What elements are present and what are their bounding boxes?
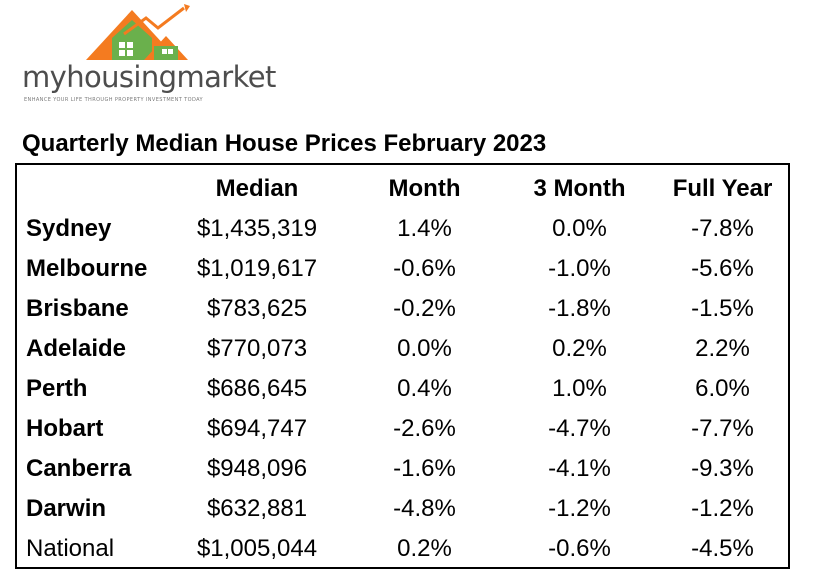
full-year-change: -4.5% (691, 535, 754, 562)
full-year-change: 2.2% (695, 335, 750, 362)
month-change: -4.8% (393, 495, 456, 522)
brand-logo: myhousingmarket ENHANCE YOUR LIFE THROUG… (22, 4, 276, 104)
table-row: Hobart $694,747 -2.6% -4.7% -7.7% (17, 409, 788, 449)
month-change: -1.6% (393, 455, 456, 482)
city-name: National (26, 535, 115, 562)
logo-wordmark: myhousingmarket (22, 60, 276, 94)
month-change: -2.6% (393, 415, 456, 442)
table-row: Melbourne $1,019,617 -0.6% -1.0% -5.6% (17, 249, 788, 289)
median-value: $1,019,617 (196, 255, 318, 282)
table-row: Perth $686,645 0.4% 1.0% 6.0% (17, 369, 788, 409)
table-row-national: National $1,005,044 0.2% -0.6% -4.5% (17, 529, 788, 569)
month-change: -0.2% (393, 295, 456, 322)
city-name: Darwin (26, 495, 107, 522)
median-value: $686,645 (206, 375, 308, 402)
full-year-change: -7.7% (691, 415, 754, 442)
full-year-change: -5.6% (691, 255, 754, 282)
header-3-month: 3 Month (533, 175, 626, 202)
median-value: $1,005,044 (196, 535, 318, 562)
full-year-change: -9.3% (691, 455, 754, 482)
city-name: Sydney (26, 215, 112, 242)
three-month-change: -0.6% (548, 535, 611, 562)
three-month-change: -1.2% (548, 495, 611, 522)
three-month-change: -1.8% (548, 295, 611, 322)
month-change: 0.2% (397, 535, 452, 562)
month-change: 0.4% (397, 375, 452, 402)
full-year-change: -7.8% (691, 215, 754, 242)
three-month-change: -4.7% (548, 415, 611, 442)
median-value: $770,073 (206, 335, 308, 362)
table-row: Sydney $1,435,319 1.4% 0.0% -7.8% (17, 209, 788, 249)
city-name: Hobart (26, 415, 104, 442)
three-month-change: -1.0% (548, 255, 611, 282)
full-year-change: -1.2% (691, 495, 754, 522)
table-row: Adelaide $770,073 0.0% 0.2% 2.2% (17, 329, 788, 369)
city-name: Melbourne (26, 255, 148, 282)
three-month-change: -4.1% (548, 455, 611, 482)
three-month-change: 0.0% (552, 215, 607, 242)
price-table: Median Month 3 Month Full Year Sydney $1… (15, 163, 790, 569)
median-value: $694,747 (206, 415, 308, 442)
median-value: $632,881 (206, 495, 308, 522)
three-month-change: 0.2% (552, 335, 607, 362)
three-month-change: 1.0% (552, 375, 607, 402)
page-title: Quarterly Median House Prices February 2… (22, 130, 547, 157)
header-month: Month (388, 175, 461, 202)
table-row: Darwin $632,881 -4.8% -1.2% -1.2% (17, 489, 788, 529)
city-name: Perth (26, 375, 88, 402)
month-change: 1.4% (397, 215, 452, 242)
median-value: $783,625 (206, 295, 308, 322)
median-value: $948,096 (206, 455, 308, 482)
table-header-row: Median Month 3 Month Full Year (17, 169, 788, 209)
month-change: 0.0% (397, 335, 452, 362)
full-year-change: 6.0% (695, 375, 750, 402)
median-value: $1,435,319 (196, 215, 318, 242)
full-year-change: -1.5% (691, 295, 754, 322)
table-row: Canberra $948,096 -1.6% -4.1% -9.3% (17, 449, 788, 489)
city-name: Canberra (26, 455, 132, 482)
month-change: -0.6% (393, 255, 456, 282)
header-full-year: Full Year (672, 175, 773, 202)
city-name: Adelaide (26, 335, 127, 362)
city-name: Brisbane (26, 295, 129, 322)
house-logo-icon (86, 4, 190, 60)
table-row: Brisbane $783,625 -0.2% -1.8% -1.5% (17, 289, 788, 329)
header-median: Median (215, 175, 299, 202)
logo-tagline: ENHANCE YOUR LIFE THROUGH PROPERTY INVES… (24, 97, 204, 103)
